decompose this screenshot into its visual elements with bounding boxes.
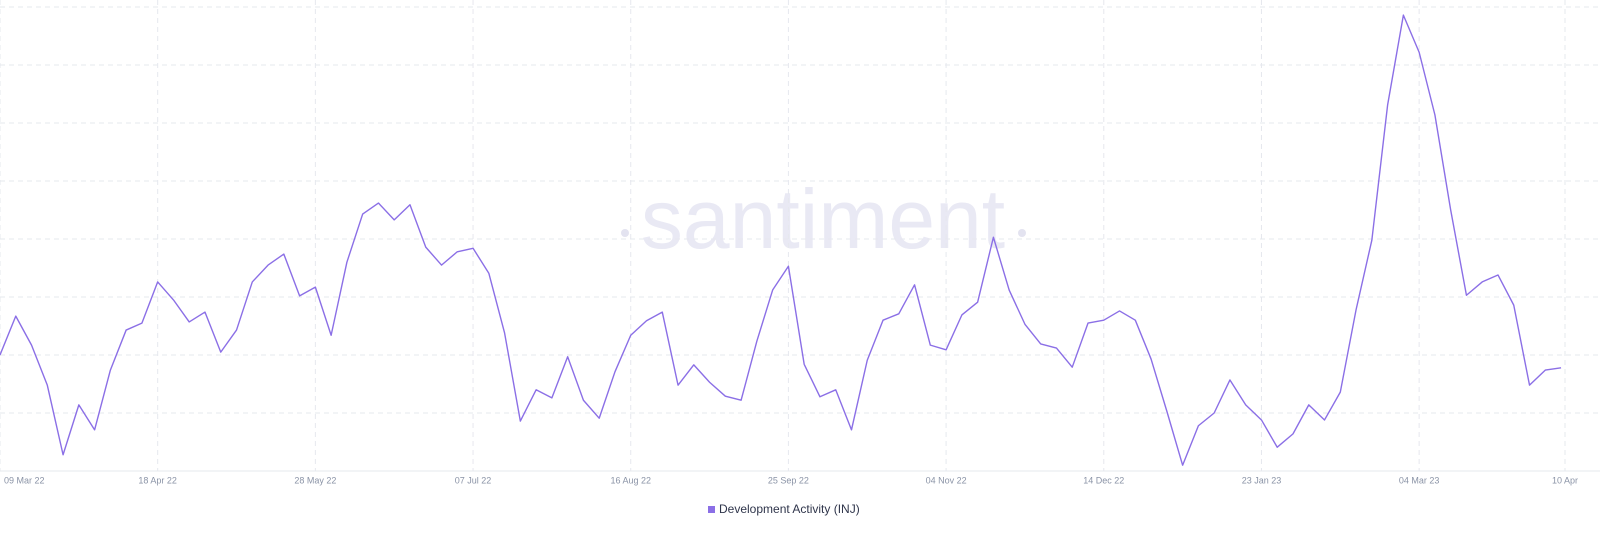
legend-label: Development Activity (INJ) bbox=[719, 502, 860, 516]
watermark: santiment bbox=[641, 172, 1005, 266]
x-tick-label: 23 Jan 23 bbox=[1242, 475, 1282, 485]
x-tick-label: 09 Mar 22 bbox=[4, 475, 45, 485]
x-tick-label: 18 Apr 22 bbox=[138, 475, 177, 485]
x-tick-label: 14 Dec 22 bbox=[1083, 475, 1124, 485]
watermark-dot bbox=[621, 229, 629, 237]
x-tick-label: 04 Nov 22 bbox=[926, 475, 967, 485]
legend-swatch bbox=[708, 506, 715, 513]
x-tick-label: 16 Aug 22 bbox=[610, 475, 651, 485]
watermark-dot bbox=[1018, 229, 1026, 237]
x-tick-label: 10 Apr bbox=[1552, 475, 1578, 485]
line bbox=[0, 14, 1562, 466]
x-tick-label: 04 Mar 23 bbox=[1399, 475, 1440, 485]
x-tick-label: 25 Sep 22 bbox=[768, 475, 809, 485]
x-tick-label: 07 Jul 22 bbox=[455, 475, 492, 485]
x-tick-label: 28 May 22 bbox=[294, 475, 336, 485]
